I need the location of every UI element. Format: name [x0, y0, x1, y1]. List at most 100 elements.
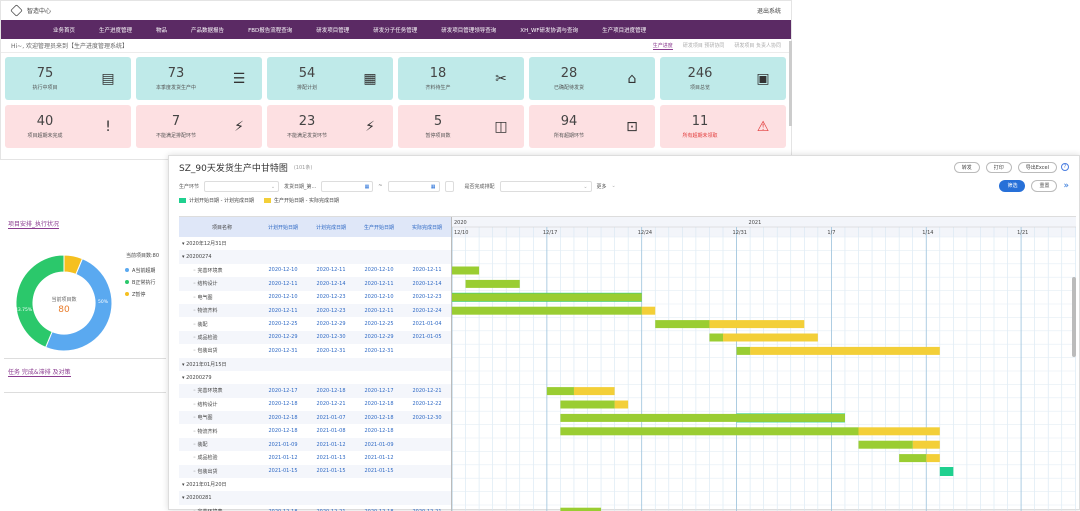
table-row[interactable]: ▾ 20200274 — [179, 250, 451, 264]
gantt-bar[interactable] — [560, 413, 845, 422]
gantt-bar[interactable] — [452, 266, 480, 275]
gantt-bar[interactable] — [452, 306, 642, 315]
stat-card[interactable]: 94 所有超期环节 ⊡ — [529, 105, 655, 148]
table-row[interactable]: ◦ 电气图 2020-12-18 2021-01-07 2020-12-18 2020-… — [179, 411, 451, 425]
gantt-bar[interactable] — [573, 387, 615, 396]
table-row[interactable]: ◦ 完善环境表2020-12-182020-12-212020-12-18202… — [179, 505, 451, 511]
stat-card[interactable]: 11 所有超期未领取 ⚠ — [660, 105, 786, 148]
help-icon[interactable]: ? — [1061, 163, 1069, 171]
section-project-status[interactable]: 项目安排_执行状况 — [8, 221, 60, 229]
legend-swatch-green — [179, 197, 186, 203]
date-end-input[interactable]: ▦ — [387, 180, 440, 192]
gantt-bar[interactable] — [858, 427, 940, 436]
table-row[interactable]: ◦ 完善环境表 2020-12-10 2020-12-11 2020-12-10 202… — [179, 264, 451, 277]
query-button[interactable]: 筛选 — [999, 180, 1026, 192]
more-filters-link[interactable]: 更多 — [596, 183, 607, 190]
gantt-bar[interactable] — [465, 279, 520, 288]
stat-card[interactable]: 28 已确配待发货 ⌂ — [529, 57, 655, 100]
gantt-bar[interactable] — [560, 507, 602, 511]
nav-item[interactable]: FBD报告流程查询 — [248, 27, 293, 34]
gantt-bar[interactable] — [926, 454, 940, 463]
table-row[interactable]: ◦ 装配 2021-01-09 2021-01-12 2021-01-09 — [179, 437, 451, 452]
nav-item[interactable]: 生产进度管理 — [99, 27, 133, 34]
column-header[interactable]: 生产开始日期 — [363, 224, 394, 231]
stat-card[interactable]: 75 执行中项目 ▤ — [5, 57, 131, 100]
stat-card[interactable]: 40 项目超期未完成! — [5, 105, 131, 148]
stat-card[interactable]: 73 本季度发货生产中 ☰ — [136, 57, 262, 100]
legend-actual-label: 生产开始日期 - 实际完成日期 — [273, 197, 339, 204]
table-row[interactable]: ◦ 结构设计 2020-12-11 2020-12-14 2020-12-11 2020… — [179, 277, 451, 291]
column-header[interactable]: 项目名称 — [211, 224, 232, 231]
gantt-bar[interactable] — [614, 400, 629, 409]
gantt-bar[interactable] — [899, 454, 927, 463]
gantt-scrollbar[interactable] — [1072, 277, 1076, 357]
table-row[interactable]: ▾ 2021年01月15日 — [179, 357, 451, 371]
gantt-bar[interactable] — [452, 293, 642, 302]
stat-card[interactable]: 5 暂停项目数 ◫ — [398, 105, 524, 148]
table-row[interactable]: ◦ 物流齐料 2020-12-18 2021-01-08 2020-12-18 — [179, 424, 451, 437]
gantt-bar[interactable] — [736, 346, 751, 355]
table-row[interactable]: ◦ 包装出货 2021-01-15 2021-01-15 2021-01-15 — [179, 464, 451, 479]
nav-item[interactable]: 研发分子任务管理 — [373, 27, 418, 34]
gantt-bar[interactable] — [560, 427, 859, 436]
stat-card[interactable]: 23 不能满足发货环节 ⚡ — [267, 105, 393, 148]
tab-item[interactable]: 生产进度 — [652, 42, 673, 50]
nav-item[interactable]: 生产项目进度管理 — [602, 27, 647, 34]
nav-item[interactable]: XH_WF研发协调与查询 — [520, 27, 579, 34]
table-row[interactable]: ◦ 装配 2020-12-25 2020-12-29 2020-12-25 2021-0… — [179, 317, 451, 330]
date-start-input[interactable]: ▦ — [321, 180, 374, 192]
gantt-bar[interactable] — [709, 333, 723, 342]
column-header[interactable]: 计划完成日期 — [315, 224, 346, 231]
stat-card[interactable]: 246 项目总览 ▣ — [660, 57, 786, 100]
date-dropdown[interactable] — [444, 180, 454, 192]
gantt-bar[interactable] — [560, 400, 615, 409]
header-button[interactable]: 转发 — [953, 161, 980, 173]
table-row[interactable]: ◦ 结构设计 2020-12-18 2020-12-21 2020-12-18 2020… — [179, 398, 451, 411]
filter-scheduled-select[interactable]: ⌄ — [499, 180, 592, 192]
tab-item[interactable]: 研发项目 预研协同 — [682, 42, 725, 49]
table-row[interactable]: ▾ 20200279 — [179, 371, 451, 384]
table-row[interactable]: ◦ 电气图 2020-12-10 2020-12-23 2020-12-10 2020-… — [179, 291, 451, 304]
gantt-bar[interactable] — [939, 467, 954, 476]
gantt-bar[interactable] — [858, 440, 913, 449]
column-header[interactable]: 实际完成日期 — [411, 224, 442, 231]
welcome-bar: Hi~, 欢迎管理员来到【生产进度管理系统】 生产进度 研发项目 预研协同 研发项目… — [1, 39, 791, 53]
reset-button[interactable]: 重置 — [1031, 180, 1058, 192]
filter-stage-select[interactable]: ⌄ — [204, 180, 280, 192]
table-row[interactable]: ◦ 包装出货 2020-12-31 2020-12-31 2020-12-31 — [179, 344, 451, 357]
expand-icon[interactable]: » — [1063, 181, 1069, 191]
stat-card[interactable]: 54 排配计划 ▦ — [267, 57, 393, 100]
gantt-bar[interactable] — [912, 440, 940, 449]
row-name: ◦ 完善环境表 — [193, 388, 223, 395]
table-row[interactable]: ◦ 成品检验 2020-12-29 2020-12-30 2020-12-29 2021… — [179, 330, 451, 345]
table-row[interactable]: ▾ 2020年12月31日 — [179, 237, 451, 250]
nav-item[interactable]: 物品 — [156, 27, 168, 34]
tab-item[interactable]: 研发项目 负责人协同 — [734, 42, 781, 49]
gantt-bar[interactable] — [750, 346, 940, 355]
column-header[interactable]: 计划开始日期 — [267, 224, 298, 231]
pie-slice[interactable] — [63, 254, 84, 276]
header-button[interactable]: 导出Excel — [1017, 161, 1057, 173]
table-row[interactable]: ◦ 完善环境表 2020-12-17 2020-12-18 2020-12-17 202… — [179, 384, 451, 398]
gantt-bar[interactable] — [655, 320, 710, 329]
table-row[interactable]: ▾ 20200281 — [179, 491, 451, 505]
nav-item[interactable]: 业务首页 — [53, 27, 76, 34]
section-tasks[interactable]: 任务 完成&滞排 及对策 — [8, 369, 71, 377]
nav-item[interactable]: 研发项目管理领导查询 — [441, 27, 497, 34]
table-row[interactable]: ◦ 物流齐料 2020-12-11 2020-12-23 2020-12-11 2020… — [179, 303, 451, 318]
pie-slice[interactable] — [44, 257, 113, 352]
table-row[interactable]: ▾ 2021年01月20日 — [179, 478, 451, 491]
exit-button[interactable]: 退出系统 — [756, 8, 781, 15]
gantt-bar[interactable] — [723, 333, 818, 342]
header-button[interactable]: 打印 — [985, 161, 1012, 173]
gantt-bar[interactable] — [709, 320, 805, 329]
table-row[interactable]: ◦ 成品检验 2021-01-12 2021-01-13 2021-01-12 — [179, 451, 451, 464]
chevron-down-icon: ⌄ — [270, 183, 276, 190]
nav-item[interactable]: 研发项目管理 — [316, 27, 350, 34]
window-scrollbar[interactable] — [789, 41, 792, 126]
stat-card[interactable]: 18 齐料待生产 ✂ — [398, 57, 524, 100]
gantt-bar[interactable] — [546, 387, 574, 396]
stat-card[interactable]: 7 不能满足排配环节 ⚡ — [136, 105, 262, 148]
gantt-bar[interactable] — [641, 306, 656, 315]
nav-item[interactable]: 产品数据报告 — [191, 27, 225, 34]
